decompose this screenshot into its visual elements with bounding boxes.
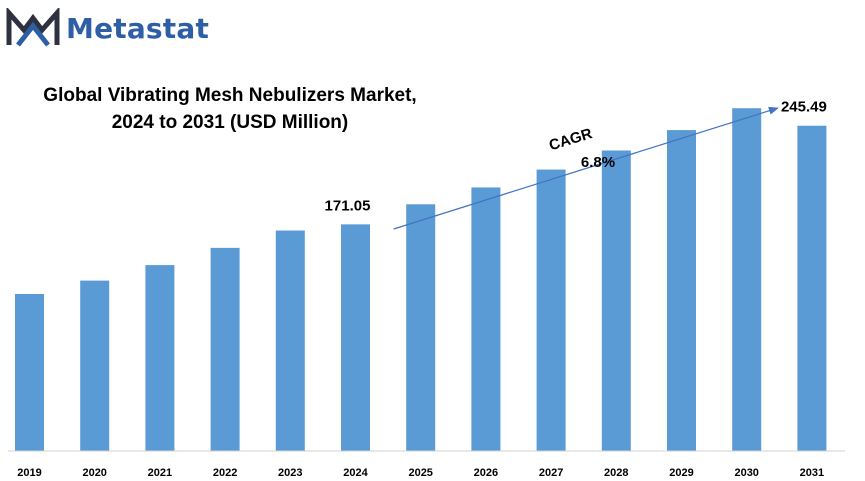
bar-2020	[80, 280, 110, 451]
brand-name: Metastat	[66, 11, 210, 45]
chart-title: Global Vibrating Mesh Nebulizers Market,…	[20, 82, 440, 136]
x-tick-label-2022: 2022	[213, 467, 237, 479]
bar-2025	[406, 204, 436, 451]
x-tick-label-2019: 2019	[17, 467, 41, 479]
cagr-trend-arrow	[393, 106, 779, 230]
bar-2026	[471, 187, 501, 451]
x-tick-label-2023: 2023	[278, 467, 302, 479]
bar-2031	[797, 125, 827, 451]
bar-2028	[601, 150, 631, 452]
bar-2021	[145, 265, 175, 451]
data-label-2024: 171.05	[325, 197, 371, 214]
x-tick-label-2027: 2027	[539, 467, 563, 479]
x-tick-label-2028: 2028	[604, 467, 628, 479]
mountain-m-logo-icon	[6, 8, 60, 47]
bar-2024	[341, 224, 370, 451]
bar-2030	[732, 108, 762, 451]
bar-2019	[15, 293, 44, 451]
bar-2022	[210, 247, 240, 451]
x-tick-label-2026: 2026	[474, 467, 498, 479]
bar-2027	[536, 169, 566, 451]
x-tick-label-2021: 2021	[148, 467, 172, 479]
data-label-2031: 245.49	[781, 99, 827, 116]
x-tick-label-2031: 2031	[800, 467, 824, 479]
chart-title-line-2: 2024 to 2031 (USD Million)	[111, 112, 349, 133]
brand-logo: Metastat	[6, 8, 209, 48]
bar-2023	[275, 230, 305, 451]
chart-title-line-1: Global Vibrating Mesh Nebulizers Market,	[43, 85, 417, 106]
bar-2029	[667, 130, 696, 451]
x-tick-label-2030: 2030	[734, 467, 758, 479]
x-tick-label-2024: 2024	[343, 467, 368, 479]
x-tick-label-2020: 2020	[82, 467, 106, 479]
x-tick-label-2029: 2029	[669, 467, 693, 479]
cagr-value: 6.8%	[581, 154, 615, 171]
cagr-label: CAGR	[547, 125, 594, 154]
x-tick-label-2025: 2025	[408, 467, 432, 479]
